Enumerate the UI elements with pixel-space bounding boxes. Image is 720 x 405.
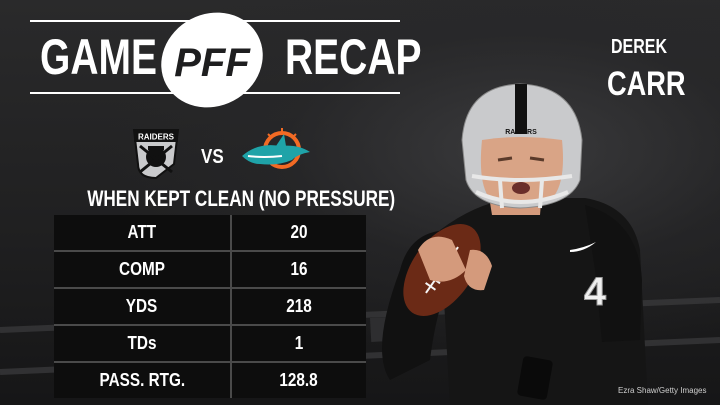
- stat-label: ATT: [54, 215, 232, 252]
- stat-label: COMP: [54, 251, 232, 289]
- jersey-number: 4: [584, 270, 607, 314]
- photo-credit: Ezra Shaw/Getty Images: [618, 386, 707, 395]
- stat-value: 20: [231, 215, 366, 252]
- dolphins-logo-icon: [242, 128, 310, 169]
- raiders-logo-text: RAIDERS: [138, 133, 175, 142]
- player-illustration: 4 RAIDERS: [382, 83, 648, 405]
- helmet-text: RAIDERS: [505, 129, 537, 136]
- table-row: ATT 20: [54, 215, 366, 252]
- stat-value: 128.8: [231, 362, 366, 398]
- table-row: PASS. RTG. 128.8: [54, 362, 366, 398]
- vs-label: VS: [201, 146, 224, 168]
- stat-value: 1: [231, 325, 366, 363]
- table-row: COMP 16: [54, 251, 366, 289]
- title-recap: RECAP: [285, 29, 422, 85]
- raiders-logo-icon: RAIDERS: [132, 129, 180, 180]
- stats-table: ATT 20 COMP 16 YDS 218 TDs 1 PASS. RTG. …: [54, 215, 366, 398]
- player-first-name: DEREK: [611, 36, 668, 58]
- table-row: TDs 1: [54, 325, 366, 363]
- stat-label: TDs: [54, 325, 232, 363]
- stat-label: PASS. RTG.: [54, 362, 232, 398]
- player-last-name: CARR: [607, 65, 686, 103]
- stat-label: YDS: [54, 288, 232, 326]
- title-game: GAME: [40, 29, 157, 85]
- swoosh-icon: [570, 242, 596, 252]
- stat-value: 16: [231, 251, 366, 289]
- pff-logo-text: PFF: [174, 41, 251, 85]
- football-shape-icon: [161, 12, 263, 108]
- facemask: [471, 174, 573, 209]
- helmet-stripe: [515, 84, 527, 134]
- stat-value: 218: [231, 288, 366, 326]
- pff-logo: PFF: [161, 12, 263, 108]
- stats-table-title: WHEN KEPT CLEAN (NO PRESSURE): [87, 186, 396, 211]
- table-row: YDS 218: [54, 288, 366, 326]
